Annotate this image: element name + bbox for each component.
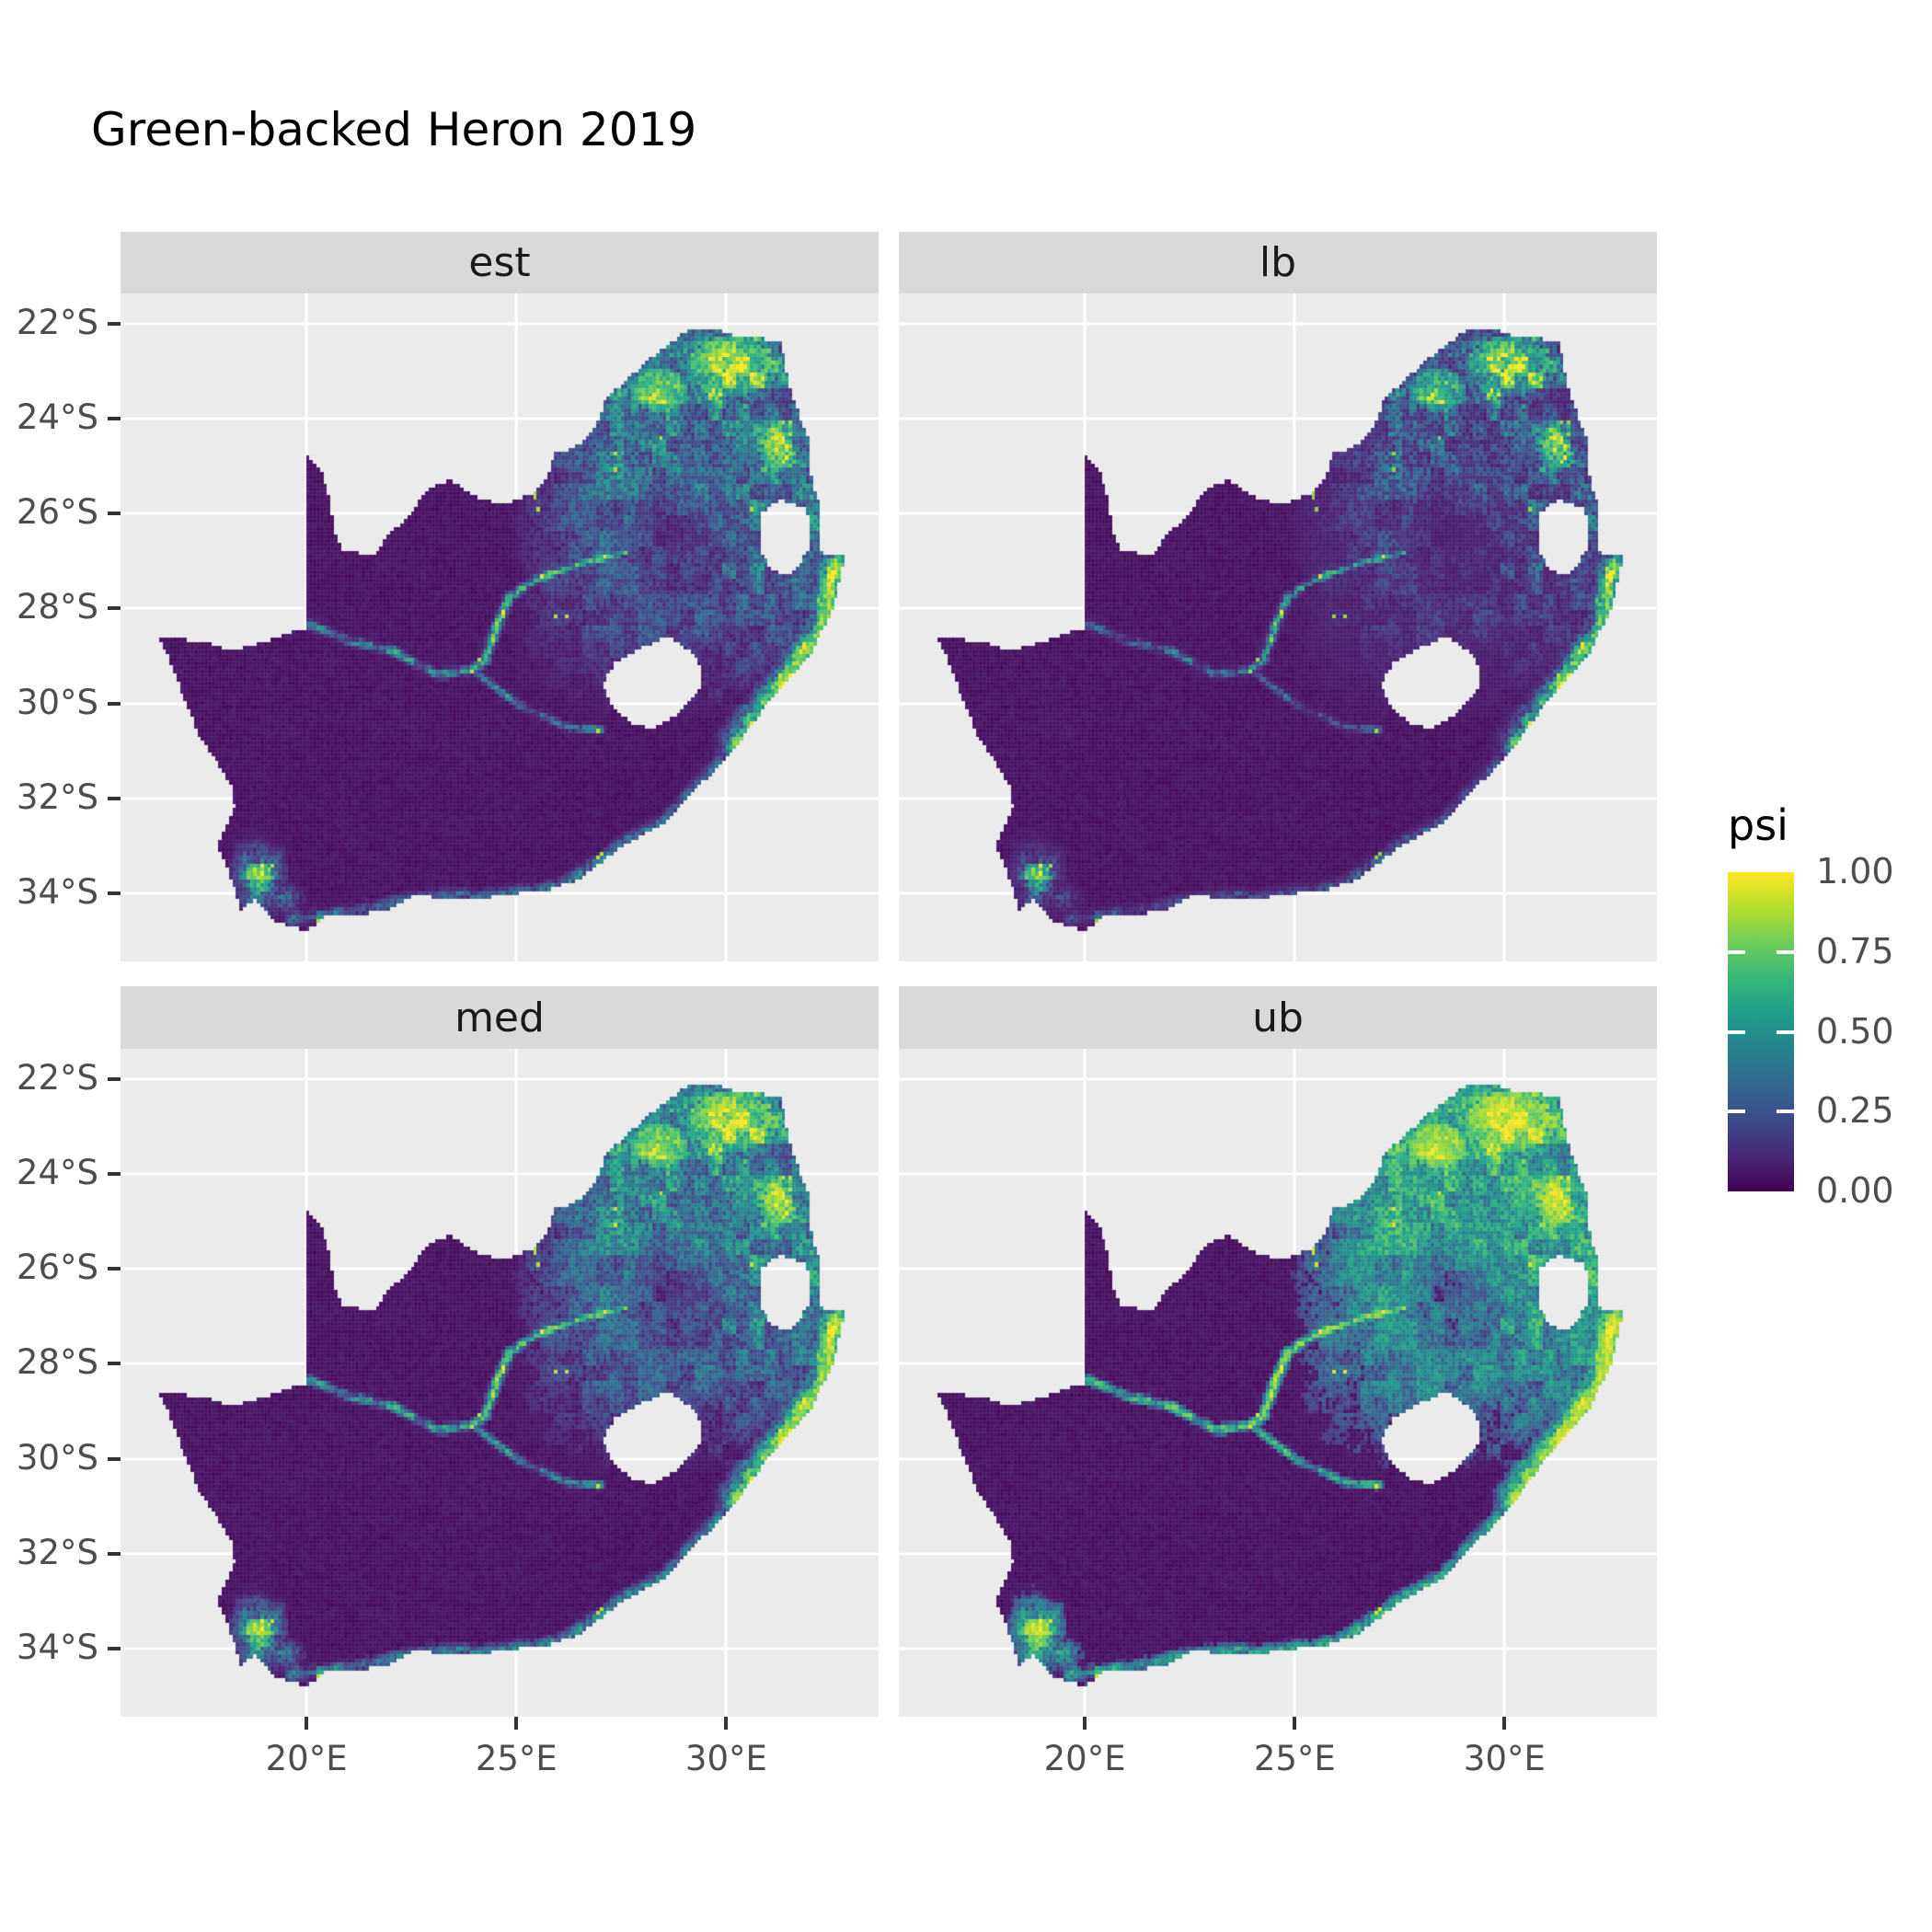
legend-label: 0.75 bbox=[1816, 930, 1894, 972]
legend-bar-tick-right bbox=[1777, 949, 1794, 954]
x-axis-label: 25°E bbox=[1253, 1739, 1336, 1778]
legend-title: psi bbox=[1728, 800, 1788, 850]
legend-bar-tick-left bbox=[1728, 1110, 1745, 1114]
y-axis-label: 28°S bbox=[16, 587, 98, 627]
y-axis-label: 34°S bbox=[16, 1627, 98, 1667]
x-axis-tick bbox=[514, 1717, 519, 1730]
x-axis-tick bbox=[1083, 1717, 1087, 1730]
facet-strip-lb: lb bbox=[899, 232, 1657, 293]
facet-panel-est bbox=[121, 293, 879, 961]
x-axis-tick bbox=[305, 1717, 309, 1730]
y-axis-tick bbox=[108, 1647, 121, 1651]
y-axis-label: 32°S bbox=[16, 1532, 98, 1572]
legend-label: 0.50 bbox=[1816, 1010, 1894, 1052]
facet-panel-ub bbox=[899, 1049, 1657, 1717]
map-raster-est bbox=[121, 293, 879, 961]
y-axis-label: 22°S bbox=[16, 302, 98, 342]
y-axis-tick bbox=[108, 1267, 121, 1271]
x-axis-label: 25°E bbox=[475, 1739, 558, 1778]
facet-panel-med bbox=[121, 1049, 879, 1717]
plot-title: Green-backed Heron 2019 bbox=[91, 103, 697, 156]
legend-bar-tick-right bbox=[1777, 1029, 1794, 1034]
y-axis-tick bbox=[108, 1456, 121, 1461]
facet-strip-ub: ub bbox=[899, 986, 1657, 1049]
y-axis-label: 24°S bbox=[16, 397, 98, 437]
y-axis-label: 34°S bbox=[16, 871, 98, 912]
legend-label: 0.00 bbox=[1816, 1170, 1894, 1212]
x-axis-label: 20°E bbox=[265, 1739, 348, 1778]
y-axis-label: 24°S bbox=[16, 1152, 98, 1192]
y-axis-tick bbox=[108, 416, 121, 420]
facet-panel-lb bbox=[899, 293, 1657, 961]
x-axis-label: 30°E bbox=[1463, 1739, 1546, 1778]
facet-strip-label-med: med bbox=[454, 994, 545, 1041]
legend-bar-tick-right bbox=[1777, 1110, 1794, 1114]
y-axis-tick bbox=[108, 321, 121, 326]
map-raster-ub bbox=[899, 1049, 1657, 1717]
x-axis-tick bbox=[724, 1717, 729, 1730]
map-raster-lb bbox=[899, 293, 1657, 961]
x-axis-label: 20°E bbox=[1043, 1739, 1126, 1778]
facet-strip-label-ub: ub bbox=[1252, 994, 1304, 1041]
y-axis-tick bbox=[108, 701, 121, 706]
y-axis-label: 26°S bbox=[16, 491, 98, 532]
legend-bar-tick-left bbox=[1728, 949, 1745, 954]
legend-label: 0.25 bbox=[1816, 1090, 1894, 1132]
facet-strip-est: est bbox=[121, 232, 879, 293]
y-axis-tick bbox=[108, 891, 121, 896]
facet-strip-med: med bbox=[121, 986, 879, 1049]
map-raster-med bbox=[121, 1049, 879, 1717]
y-axis-tick bbox=[108, 1171, 121, 1176]
y-axis-tick bbox=[108, 1551, 121, 1556]
facet-strip-label-lb: lb bbox=[1259, 239, 1297, 286]
y-axis-label: 28°S bbox=[16, 1342, 98, 1383]
legend-label: 1.00 bbox=[1816, 851, 1894, 892]
y-axis-label: 22°S bbox=[16, 1057, 98, 1098]
y-axis-tick bbox=[108, 512, 121, 516]
legend-bar-tick-left bbox=[1728, 1029, 1745, 1034]
facet-strip-label-est: est bbox=[468, 239, 531, 286]
x-axis-tick bbox=[1502, 1717, 1507, 1730]
x-axis-label: 30°E bbox=[684, 1739, 767, 1778]
y-axis-label: 30°S bbox=[16, 1437, 98, 1478]
x-axis-tick bbox=[1293, 1717, 1297, 1730]
y-axis-tick bbox=[108, 606, 121, 611]
y-axis-tick bbox=[108, 796, 121, 800]
y-axis-label: 32°S bbox=[16, 776, 98, 817]
y-axis-label: 30°S bbox=[16, 682, 98, 722]
y-axis-tick bbox=[108, 1362, 121, 1366]
y-axis-tick bbox=[108, 1076, 121, 1081]
y-axis-label: 26°S bbox=[16, 1247, 98, 1287]
